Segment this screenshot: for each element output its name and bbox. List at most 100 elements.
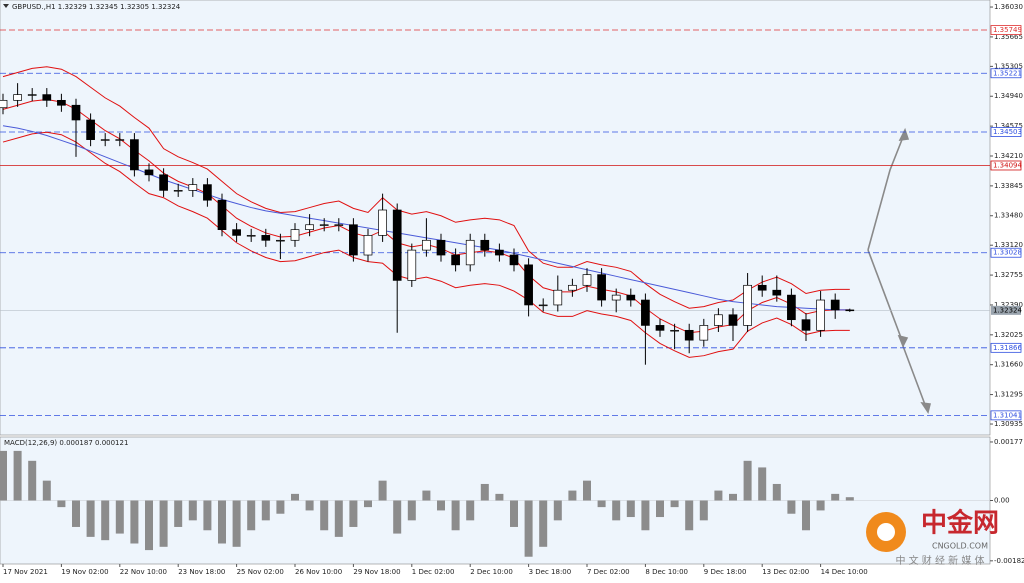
menu-arrow[interactable]	[3, 4, 9, 8]
candle-body	[465, 239, 475, 266]
arrow-head	[920, 401, 931, 414]
brand-domain: CNGOLD.COM	[932, 542, 988, 551]
candle-body	[699, 325, 709, 341]
candle-body	[290, 229, 300, 241]
macd-bar	[816, 500, 825, 511]
candle-body	[159, 174, 168, 191]
level-label-box	[990, 247, 1022, 258]
x-tick-label: 9 Dec 18:00	[704, 568, 747, 576]
y-tick-label: 1.33120	[994, 241, 1023, 249]
y-tick-label: 1.31295	[994, 391, 1023, 399]
candle-body	[144, 169, 154, 176]
candle-body	[830, 299, 840, 311]
macd-bar	[437, 500, 445, 511]
level-label: 1.35221	[993, 69, 1022, 77]
x-tick-label: 13 Dec 02:00	[762, 568, 809, 576]
macd-bar	[305, 500, 314, 511]
macd-bar	[670, 500, 679, 508]
indicator-line	[2, 66, 850, 309]
macd-bar	[320, 500, 329, 531]
x-tick-label: 8 Dec 10:00	[645, 568, 688, 576]
brand: 中金网	[921, 508, 999, 539]
level-label: 1.34503	[993, 128, 1022, 136]
y-tick-label: 1.31660	[994, 361, 1023, 369]
candle-body	[0, 99, 8, 109]
candle-body	[524, 264, 533, 306]
x-tick-label: 22 Nov 10:00	[120, 568, 167, 576]
macd-bar	[218, 500, 226, 544]
candle-body	[232, 229, 241, 236]
macd-bar	[261, 500, 270, 521]
arrow-head	[898, 127, 910, 141]
y-tick-label: 1.34940	[994, 92, 1023, 100]
y-tick-label: 1.35305	[994, 62, 1023, 70]
candle-body	[115, 139, 125, 141]
candle-body	[568, 284, 577, 291]
candle-body	[42, 94, 52, 101]
candle-body	[217, 199, 227, 231]
watermark: 中金网 CNGOLD.COM 中 文 财 经 新 媒 体	[866, 508, 999, 567]
candle-body	[787, 294, 796, 321]
macd-bar	[28, 460, 37, 501]
macd-bar	[101, 500, 110, 541]
candle-body	[553, 289, 563, 306]
x-tick-label: 2 Dec 10:00	[470, 568, 513, 576]
candle-body	[480, 239, 490, 251]
macd-bar	[641, 500, 650, 531]
candle-body	[684, 329, 694, 341]
macd-bar	[510, 500, 518, 527]
y-tick-label: 1.30935	[994, 420, 1023, 428]
trend-arrows	[867, 127, 931, 414]
candle-body	[495, 249, 504, 256]
x-tick-label: 26 Nov 10:00	[295, 568, 342, 576]
candle-body	[436, 239, 446, 256]
candle-body	[100, 139, 110, 141]
macd-bar	[553, 500, 562, 521]
candle-body	[173, 190, 183, 192]
candle-body	[27, 94, 37, 96]
candle-body	[246, 235, 256, 237]
x-tick-label: 14 Dec 10:00	[821, 568, 868, 576]
y-tick-label: 0.00177	[994, 438, 1023, 446]
brand-slogan: 中 文 财 经 新 媒 体	[895, 554, 984, 567]
macd-bar	[422, 490, 431, 501]
macd-bar	[845, 497, 854, 501]
x-tick-label: 29 Nov 18:00	[353, 568, 400, 576]
candle-body	[188, 184, 198, 191]
macd-bar	[393, 500, 402, 534]
candle-body	[772, 289, 782, 296]
candle-body	[757, 284, 767, 291]
candle-body	[655, 325, 665, 331]
macd-bar	[174, 500, 183, 527]
candle-body	[203, 184, 212, 201]
candle-body	[451, 254, 460, 266]
arrow-down	[902, 345, 928, 411]
level-label: 1.34094	[993, 161, 1022, 169]
candle-body	[71, 104, 81, 121]
candle-body	[319, 224, 329, 226]
y-tick-label: 1.34575	[994, 122, 1023, 130]
candle-body	[349, 224, 358, 256]
candle-body	[816, 299, 825, 331]
candle-body	[728, 314, 738, 326]
macd-bar	[583, 480, 591, 501]
candle-body	[845, 309, 855, 312]
macd-bar	[699, 500, 708, 521]
candle-body	[392, 209, 402, 281]
macd-bar	[480, 483, 489, 501]
macd-bar	[276, 500, 285, 514]
level-label-box	[990, 25, 1022, 35]
macd-bar	[188, 500, 197, 521]
macd-bar	[451, 500, 460, 531]
macd-bar	[291, 493, 299, 501]
candle-body	[538, 304, 548, 307]
macd-bar	[626, 500, 635, 518]
macd-bar	[524, 500, 533, 557]
candle-body	[626, 294, 636, 301]
macd-bar	[787, 500, 796, 514]
x-tick-label: 7 Dec 02:00	[587, 568, 630, 576]
macd-bar	[203, 500, 212, 531]
y-tick-label: 0.00	[994, 497, 1010, 505]
macd-bar	[378, 480, 387, 501]
y-tick-label: 1.33845	[994, 182, 1023, 190]
